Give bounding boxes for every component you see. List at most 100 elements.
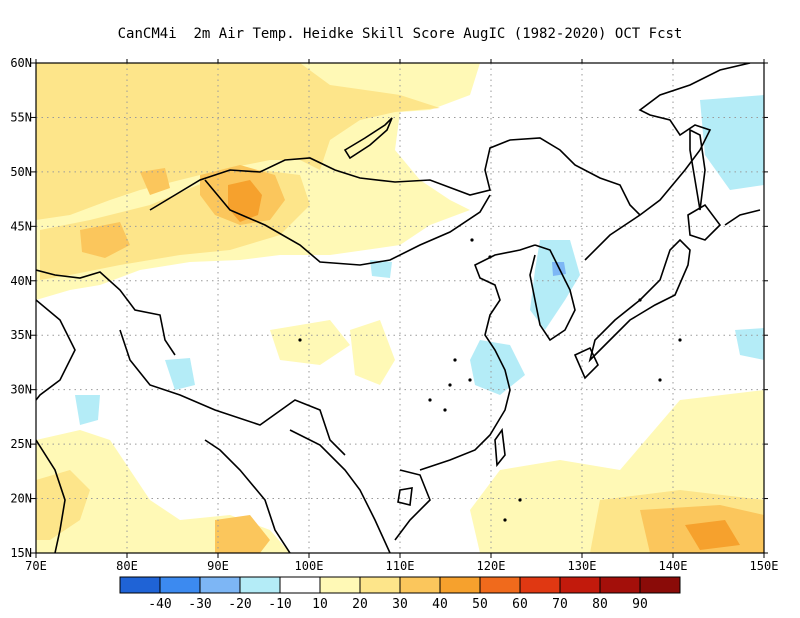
colorbar-swatch bbox=[319, 576, 361, 594]
border-pakistan bbox=[36, 299, 76, 401]
island-dot bbox=[638, 298, 642, 302]
coast-japan-kyushu bbox=[573, 346, 599, 380]
island-dot bbox=[678, 338, 682, 342]
lon-tick-label: 110E bbox=[386, 559, 415, 573]
colorbar-swatch bbox=[399, 576, 441, 594]
colorbar-swatch bbox=[239, 576, 281, 594]
island-dot bbox=[428, 398, 432, 402]
island-dot bbox=[658, 378, 662, 382]
fill-region-cyan-japan bbox=[735, 328, 764, 360]
lat-tick-label: 20N bbox=[10, 492, 32, 506]
skill-score-fills bbox=[36, 63, 764, 553]
fill-region-cyan-ne bbox=[700, 95, 764, 190]
fill-region-tibet-yellow bbox=[270, 320, 350, 365]
colorbar-swatch bbox=[439, 576, 481, 594]
small-islands bbox=[298, 238, 682, 522]
coast-russia-fe bbox=[584, 63, 751, 261]
map-plot-area bbox=[36, 63, 764, 553]
chart-title: CanCM4i 2m Air Temp. Heidke Skill Score … bbox=[117, 26, 683, 42]
lat-tick-label: 45N bbox=[10, 219, 32, 233]
map-axes: 70E 80E 90E 100E 110E 120E 130E 140E 150E 60N 55N 5… bbox=[10, 56, 778, 573]
border-mongolia-north bbox=[149, 137, 641, 216]
lon-tick-label: 90E bbox=[207, 559, 229, 573]
island-dot bbox=[470, 238, 474, 242]
coast-china-east bbox=[419, 244, 536, 471]
fill-region-se-dark-orange bbox=[685, 520, 740, 550]
lat-tick-label: 25N bbox=[10, 437, 32, 451]
fill-region-cyan-tibet bbox=[165, 358, 195, 390]
colorbar-label: 60 bbox=[512, 597, 528, 612]
fill-region-dark-orange-core bbox=[228, 180, 262, 222]
island-dot bbox=[503, 518, 507, 522]
colorbar-label: -10 bbox=[268, 597, 291, 612]
colorbar-swatch bbox=[119, 576, 161, 594]
colorbar-label: 10 bbox=[312, 597, 328, 612]
colorbar-swatch bbox=[479, 576, 521, 594]
lat-tick-label: 50N bbox=[10, 165, 32, 179]
border-india-china bbox=[119, 329, 346, 456]
border-central-asia bbox=[36, 269, 176, 356]
coast-hainan bbox=[397, 487, 413, 506]
lat-tick-label: 40N bbox=[10, 274, 32, 288]
border-se-asia bbox=[289, 429, 391, 553]
lat-tick-label: 15N bbox=[10, 546, 32, 560]
fill-region-cyan-kazakh bbox=[370, 260, 392, 278]
colorbar-swatch bbox=[279, 576, 321, 594]
fill-region-cyan-korea bbox=[530, 240, 580, 330]
lat-tick-label: 60N bbox=[10, 56, 32, 70]
colorbar-label: 70 bbox=[552, 597, 568, 612]
coastlines-and-borders bbox=[36, 63, 761, 553]
colorbar-label: -40 bbox=[148, 597, 171, 612]
island-dot bbox=[488, 255, 492, 259]
coast-korea bbox=[529, 244, 576, 342]
colorbar-label: 50 bbox=[472, 597, 488, 612]
coast-sakhalin bbox=[689, 128, 706, 211]
lon-tick-label: 100E bbox=[295, 559, 324, 573]
fill-region-sw-yellow bbox=[36, 470, 90, 540]
lat-tick-label: 30N bbox=[10, 383, 32, 397]
colorbar-swatch bbox=[199, 576, 241, 594]
coast-japan-honshu bbox=[588, 238, 691, 363]
lon-tick-label: 140E bbox=[659, 559, 688, 573]
colorbar-label: -30 bbox=[188, 597, 211, 612]
coast-india bbox=[36, 439, 66, 553]
lat-lon-grid bbox=[36, 63, 764, 553]
colorbar-legend: -40 -30 -20 -10 10 20 30 40 50 60 70 80 90 bbox=[119, 576, 681, 612]
lon-tick-label: 70E bbox=[25, 559, 47, 573]
island-dot bbox=[468, 378, 472, 382]
island-dot bbox=[443, 408, 447, 412]
colorbar-swatch bbox=[519, 576, 561, 594]
coast-japan-hokkaido bbox=[687, 203, 722, 241]
fill-region-central-yellow bbox=[350, 320, 395, 385]
colorbar-swatch bbox=[639, 576, 681, 594]
lon-tick-label: 80E bbox=[116, 559, 138, 573]
coast-taiwan bbox=[494, 427, 506, 468]
fill-region-cyan-india bbox=[75, 395, 100, 425]
island-dot bbox=[453, 358, 457, 362]
lon-tick-label: 130E bbox=[568, 559, 597, 573]
fill-region-orange-nw bbox=[140, 168, 170, 195]
coast-bay-bengal bbox=[204, 439, 291, 553]
lon-tick-label: 150E bbox=[750, 559, 779, 573]
fill-region-india-orange bbox=[215, 515, 270, 553]
fill-region-orange-west bbox=[80, 222, 130, 258]
colorbar-swatch bbox=[559, 576, 601, 594]
fill-region-cyan-east-china bbox=[470, 340, 525, 395]
colorbar-label: 40 bbox=[432, 597, 448, 612]
colorbar-label: 80 bbox=[592, 597, 608, 612]
island-dot bbox=[298, 338, 302, 342]
colorbar-swatch bbox=[599, 576, 641, 594]
border-mongolia-south bbox=[204, 179, 491, 266]
colorbar-swatch bbox=[159, 576, 201, 594]
colorbar-label: 30 bbox=[392, 597, 408, 612]
island-dot bbox=[448, 383, 452, 387]
fill-region-yellow-north bbox=[36, 63, 440, 220]
coast-vietnam bbox=[394, 469, 431, 541]
lon-tick-label: 120E bbox=[477, 559, 506, 573]
coast-kuril bbox=[724, 209, 761, 226]
island-dot bbox=[518, 498, 522, 502]
colorbar-label: 90 bbox=[632, 597, 648, 612]
colorbar-label: -20 bbox=[228, 597, 251, 612]
colorbar-swatch bbox=[359, 576, 401, 594]
